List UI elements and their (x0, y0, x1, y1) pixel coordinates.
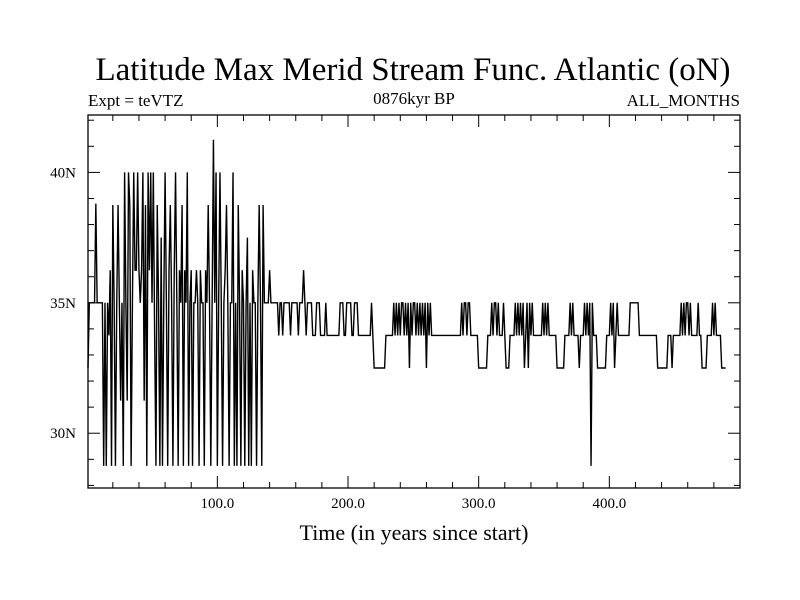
x-tick-label: 400.0 (592, 496, 626, 512)
x-tick-labels: 100.0 200.0 300.0 400.0 (200, 496, 626, 512)
series-group (87, 139, 726, 466)
y-tick-label: 40N (50, 165, 76, 181)
y-tick-label: 30N (50, 426, 76, 442)
series-line-1 (87, 139, 726, 466)
experiment-label: Expt = teVTZ (88, 91, 184, 110)
x-axis-label: Time (in years since start) (300, 520, 529, 545)
x-tick-label: 200.0 (331, 496, 365, 512)
y-tick-label: 35N (50, 296, 76, 312)
period-label: 0876kyr BP (373, 89, 455, 108)
x-tick-label: 300.0 (462, 496, 496, 512)
months-label: ALL_MONTHS (627, 91, 740, 110)
x-tick-label: 100.0 (200, 496, 234, 512)
plot-frame (87, 114, 741, 489)
y-tick-labels: 30N 35N 40N (50, 165, 76, 442)
chart-title: Latitude Max Merid Stream Func. Atlantic… (95, 52, 730, 88)
